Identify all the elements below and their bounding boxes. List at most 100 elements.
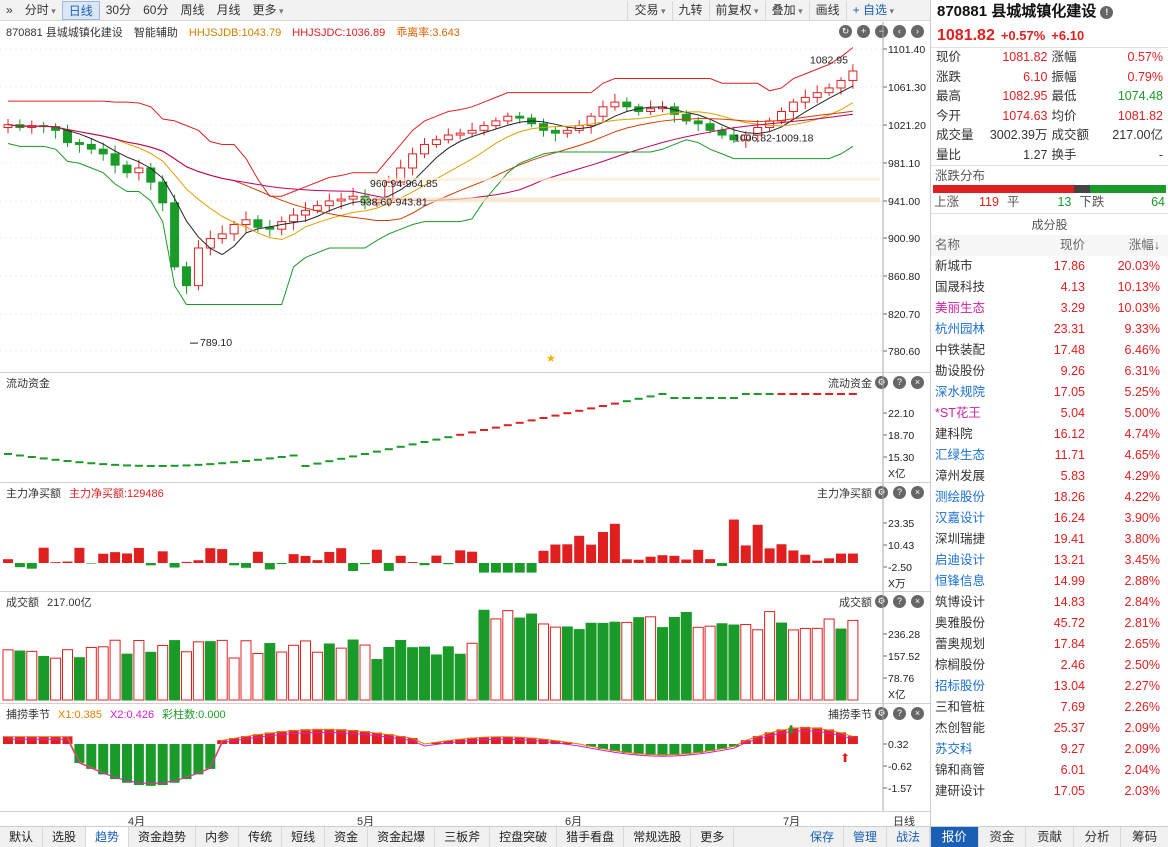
flow-pane[interactable]: 流动资金 流动资金 ⚙? × 22.10 18.70 15.30 X亿: [0, 372, 930, 483]
tab-trend[interactable]: 趋势: [86, 827, 130, 847]
tab-hunter[interactable]: 猎手看盘: [557, 827, 625, 847]
season-pane[interactable]: 捕捞季节 X1:0.385 X2:0.426 彩柱数:0.000 捕捞季节 ⚙? × 0…: [0, 703, 930, 812]
tab-30min[interactable]: 30分: [105, 2, 132, 17]
help-icon[interactable]: ?: [893, 486, 906, 499]
gear-icon[interactable]: ⚙: [875, 486, 888, 499]
stock-price: 17.84: [1053, 637, 1085, 651]
tab-control-break[interactable]: 控盘突破: [490, 827, 558, 847]
net-bar: [740, 545, 751, 563]
list-item[interactable]: 国晟科技 4.13 10.13%: [931, 277, 1168, 298]
save-button[interactable]: 保存: [801, 827, 844, 847]
tab-quote[interactable]: 报价: [931, 827, 979, 847]
tab-regular[interactable]: 常规选股: [624, 827, 692, 847]
manage-button[interactable]: 管理: [844, 827, 887, 847]
season-bar: [502, 736, 513, 744]
tab-capital-burst[interactable]: 资金起爆: [368, 827, 436, 847]
list-item[interactable]: 汇绿生态 11.71 4.65%: [931, 445, 1168, 466]
list-item[interactable]: 中铁装配 17.48 6.46%: [931, 340, 1168, 361]
list-item[interactable]: 测绘股份 18.26 4.22%: [931, 487, 1168, 508]
stock-name: 勘设股份: [935, 364, 986, 378]
close-icon[interactable]: ×: [911, 376, 924, 389]
list-item[interactable]: 汉嘉设计 16.24 3.90%: [931, 508, 1168, 529]
season-bar: [621, 744, 632, 753]
tab-analysis[interactable]: 分析: [1074, 827, 1122, 847]
list-item[interactable]: 杰创智能 25.37 2.09%: [931, 718, 1168, 739]
volume-bar: [740, 624, 752, 701]
list-item[interactable]: 筑博设计 14.83 2.84%: [931, 592, 1168, 613]
list-item[interactable]: 棕榈股份 2.46 2.50%: [931, 655, 1168, 676]
tab-monthly[interactable]: 月线: [216, 2, 241, 17]
kline-pane[interactable]: 870881 县城城镇化建设 智能辅助 HHJSJDB:1043.79 HHJS…: [0, 22, 930, 372]
list-item[interactable]: 漳州发展 5.83 4.29%: [931, 466, 1168, 487]
close-icon[interactable]: ×: [911, 486, 924, 499]
tab-contribution[interactable]: 贡献: [1026, 827, 1074, 847]
list-item[interactable]: 锦和商管 6.01 2.04%: [931, 760, 1168, 781]
tab-default[interactable]: 默认: [0, 827, 44, 847]
list-item[interactable]: 新城市 17.86 20.03%: [931, 256, 1168, 277]
info-icon[interactable]: !: [1100, 5, 1114, 19]
list-item[interactable]: 苏交科 9.27 2.09%: [931, 739, 1168, 760]
gear-icon[interactable]: ⚙: [875, 376, 888, 389]
zoom-in-icon[interactable]: +: [857, 25, 870, 38]
list-item[interactable]: 建科院 16.12 4.74%: [931, 424, 1168, 445]
tab-daily[interactable]: 日线: [61, 0, 100, 20]
list-item[interactable]: 深水规院 17.05 5.25%: [931, 382, 1168, 403]
flow-mark: [706, 397, 715, 399]
tab-60min[interactable]: 60分: [143, 2, 169, 17]
tab-more[interactable]: 更多: [247, 1, 290, 20]
gear-icon[interactable]: ⚙: [875, 707, 888, 720]
list-item[interactable]: 招标股份 13.04 2.27%: [931, 676, 1168, 697]
overlay-button[interactable]: 叠加: [764, 1, 809, 20]
close-icon[interactable]: ×: [911, 707, 924, 720]
list-item[interactable]: 杭州园林 23.31 9.33%: [931, 319, 1168, 340]
tab-three-axes[interactable]: 三板斧: [435, 827, 491, 847]
list-item[interactable]: 三和管桩 7.69 2.26%: [931, 697, 1168, 718]
tab-select[interactable]: 选股: [43, 827, 87, 847]
tab-weekly[interactable]: 周线: [180, 2, 205, 17]
nine-turn-button[interactable]: 九转: [671, 1, 709, 20]
axis-tick-label: 236.28: [888, 629, 920, 641]
tab-chips[interactable]: 筹码: [1121, 827, 1168, 847]
tactics-button[interactable]: 战法: [887, 827, 930, 847]
tab-traditional[interactable]: 传统: [239, 827, 283, 847]
tab-capital[interactable]: 资金: [325, 827, 369, 847]
volume-bar: [502, 610, 514, 701]
right-icon[interactable]: ›: [911, 25, 924, 38]
quote-label: 成交额: [1051, 128, 1090, 142]
add-watchlist-button[interactable]: + 自选: [845, 1, 900, 20]
tab-funds[interactable]: 资金: [979, 827, 1027, 847]
tab-capital-trend[interactable]: 资金趋势: [129, 827, 197, 847]
trade-button[interactable]: 交易: [627, 1, 671, 20]
help-icon[interactable]: ?: [893, 707, 906, 720]
gear-icon[interactable]: ⚙: [875, 595, 888, 608]
help-icon[interactable]: ?: [893, 376, 906, 389]
list-item[interactable]: 深圳瑞捷 19.41 3.80%: [931, 529, 1168, 550]
adjust-button[interactable]: 前复权: [708, 1, 765, 20]
list-item[interactable]: 恒锋信息 14.99 2.88%: [931, 571, 1168, 592]
refresh-icon[interactable]: ↻: [839, 25, 852, 38]
assist-toggle[interactable]: 智能辅助: [133, 27, 178, 39]
list-item[interactable]: *ST花王 5.04 5.00%: [931, 403, 1168, 424]
period-label[interactable]: 日线: [893, 816, 915, 828]
season-bar: [348, 729, 359, 744]
tab-short[interactable]: 短线: [282, 827, 326, 847]
list-item[interactable]: 勘设股份 9.26 6.31%: [931, 361, 1168, 382]
tab-more[interactable]: 更多: [691, 827, 735, 847]
tab-insider[interactable]: 内参: [196, 827, 240, 847]
list-item[interactable]: 启迪设计 13.21 3.45%: [931, 550, 1168, 571]
volume-pane[interactable]: 成交额 217.00亿 成交额 ⚙? × 236.28 157.52 78.76 X亿: [0, 591, 930, 704]
list-item[interactable]: 蕾奥规划 17.84 2.65%: [931, 634, 1168, 655]
collapse-icon[interactable]: »: [6, 2, 13, 17]
left-icon[interactable]: ‹: [893, 25, 906, 38]
close-icon[interactable]: ×: [911, 595, 924, 608]
zoom-out-icon[interactable]: −: [875, 25, 888, 38]
help-icon[interactable]: ?: [893, 595, 906, 608]
mainnet-pane[interactable]: 主力净买额 主力净买额:129486 主力净买额 ⚙? × 23.35 10.43 -2…: [0, 482, 930, 592]
volume-bar: [2, 649, 14, 701]
draw-button[interactable]: 画线: [808, 1, 846, 20]
stock-change: 2.09%: [1124, 721, 1160, 735]
tab-intraday[interactable]: 分时: [19, 1, 62, 20]
list-item[interactable]: 美丽生态 3.29 10.03%: [931, 298, 1168, 319]
list-item[interactable]: 奥雅股份 45.72 2.81%: [931, 613, 1168, 634]
list-item[interactable]: 建研设计 17.05 2.03%: [931, 781, 1168, 802]
